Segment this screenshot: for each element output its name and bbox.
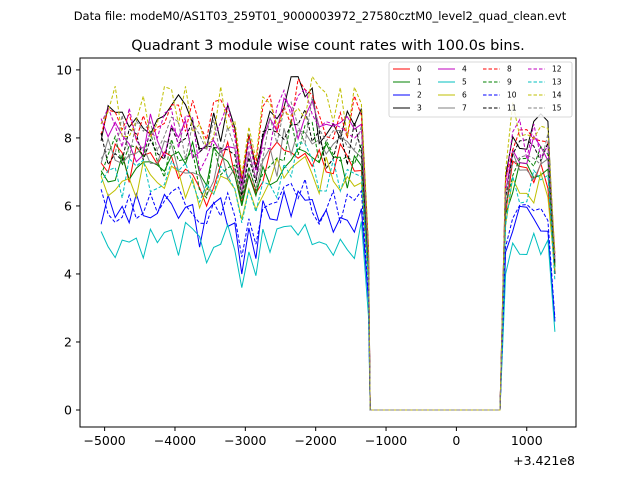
y-axis: 0 2 4 6 8 10 [56,62,80,417]
legend-label-0: 0 [417,65,422,74]
y-tick-label: 10 [56,62,72,77]
legend-box [388,61,573,118]
legend-label-11: 11 [507,104,517,113]
series-line-2 [100,189,556,411]
legend-label-12: 12 [552,65,562,74]
legend-label-7: 7 [462,104,467,113]
chart-title: Quadrant 3 module wise count rates with … [131,38,525,54]
legend-label-14: 14 [552,91,562,100]
series-line-14 [100,75,556,411]
legend-label-13: 13 [552,78,562,87]
legend-label-15: 15 [552,104,562,113]
x-tick-label: 1000 [511,433,543,448]
x-tick-label: −1000 [365,433,407,448]
legend-label-10: 10 [507,91,517,100]
y-tick-label: 6 [64,198,72,213]
series-line-6 [100,155,556,411]
series-line-5 [100,221,556,411]
series-line-13 [100,141,556,411]
legend-label-9: 9 [507,78,512,87]
x-tick-label: −5000 [83,433,125,448]
series-line-10 [100,177,556,411]
legend-label-6: 6 [462,91,467,100]
series-layer [100,75,556,411]
y-tick-label: 0 [64,402,72,417]
y-tick-label: 8 [64,130,72,145]
x-axis: −5000 −4000 −3000 −2000 −1000 0 1000 [83,427,543,448]
chart-suptitle: Data file: modeM0/AS1T03_259T01_90000039… [74,9,567,23]
series-line-3 [100,76,556,411]
legend-label-8: 8 [507,65,512,74]
legend-label-2: 2 [417,91,422,100]
x-offset-label: +3.421e8 [513,453,575,468]
series-line-11 [100,108,556,411]
x-tick-label: −4000 [154,433,196,448]
plot-area-frame [79,57,577,428]
legend-label-1: 1 [417,78,422,87]
series-line-7 [100,128,556,411]
series-line-15 [100,96,556,411]
x-tick-label: 0 [452,433,460,448]
y-tick-label: 2 [64,334,72,349]
series-line-8 [100,77,556,411]
x-tick-label: −3000 [224,433,266,448]
legend-label-5: 5 [462,78,467,87]
legend-label-4: 4 [462,65,467,74]
y-tick-label: 4 [64,266,72,281]
x-tick-label: −2000 [295,433,337,448]
legend-label-3: 3 [417,104,422,113]
